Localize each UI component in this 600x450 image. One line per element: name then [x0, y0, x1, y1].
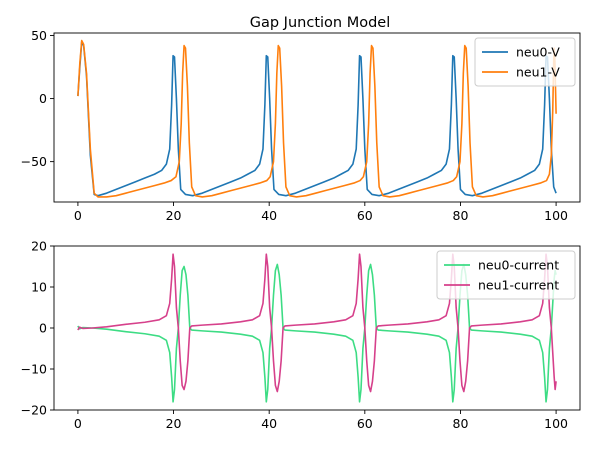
x-tick-label: 100	[544, 416, 568, 431]
top-panel: 0 20 40 60 80 100 50 0 −50 neu0-V neu1-V	[21, 28, 581, 223]
x-tick-label: 60	[357, 416, 373, 431]
x-tick-label: 0	[74, 208, 82, 223]
series-line-neu1-V	[77, 39, 557, 198]
plot-area-0	[77, 39, 557, 198]
legend-0: neu0-V neu1-V	[474, 37, 576, 87]
legend-label: neu1-current	[478, 278, 559, 293]
x-tick-label: 40	[261, 208, 277, 223]
y-tick-label: 50	[31, 28, 47, 43]
x-tick-label: 80	[453, 416, 469, 431]
legend-label: neu1-V	[516, 65, 560, 80]
legend-1: neu0-current neu1-current	[436, 250, 576, 300]
legend-label: neu0-current	[478, 258, 559, 273]
legend-box	[474, 37, 576, 87]
x-tick-label: 20	[166, 208, 182, 223]
legend-label: neu0-V	[516, 45, 560, 60]
x-tick-label: 20	[166, 416, 182, 431]
series-line-neu0-V	[77, 41, 557, 197]
y-tick-label: −50	[21, 154, 47, 169]
y-tick-label: 0	[39, 321, 47, 336]
series-line-neu1-current	[77, 253, 557, 393]
legend-box	[436, 250, 576, 300]
plot-area-1	[77, 253, 557, 403]
y-tick-label: 10	[31, 280, 47, 295]
y-tick-label: −10	[21, 362, 47, 377]
series-line-neu0-current	[77, 263, 557, 403]
chart-title: Gap Junction Model	[250, 15, 390, 31]
x-tick-label: 100	[544, 208, 568, 223]
y-tick-label: 20	[31, 239, 47, 254]
y-tick-label: −20	[21, 403, 47, 418]
x-tick-label: 80	[453, 208, 469, 223]
axes-frame-0	[53, 32, 581, 203]
x-tick-label: 0	[74, 416, 82, 431]
y-tick-label: 0	[39, 91, 47, 106]
x-tick-label: 40	[261, 416, 277, 431]
x-tick-label: 60	[357, 208, 373, 223]
bottom-panel: 0 20 40 60 80 10020100−10−20neu0-currentneu1-…	[21, 239, 581, 431]
